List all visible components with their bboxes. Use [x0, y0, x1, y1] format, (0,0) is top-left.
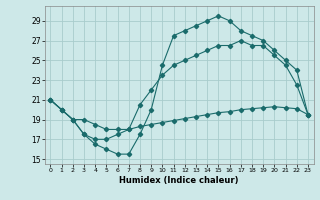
X-axis label: Humidex (Indice chaleur): Humidex (Indice chaleur) — [119, 176, 239, 185]
